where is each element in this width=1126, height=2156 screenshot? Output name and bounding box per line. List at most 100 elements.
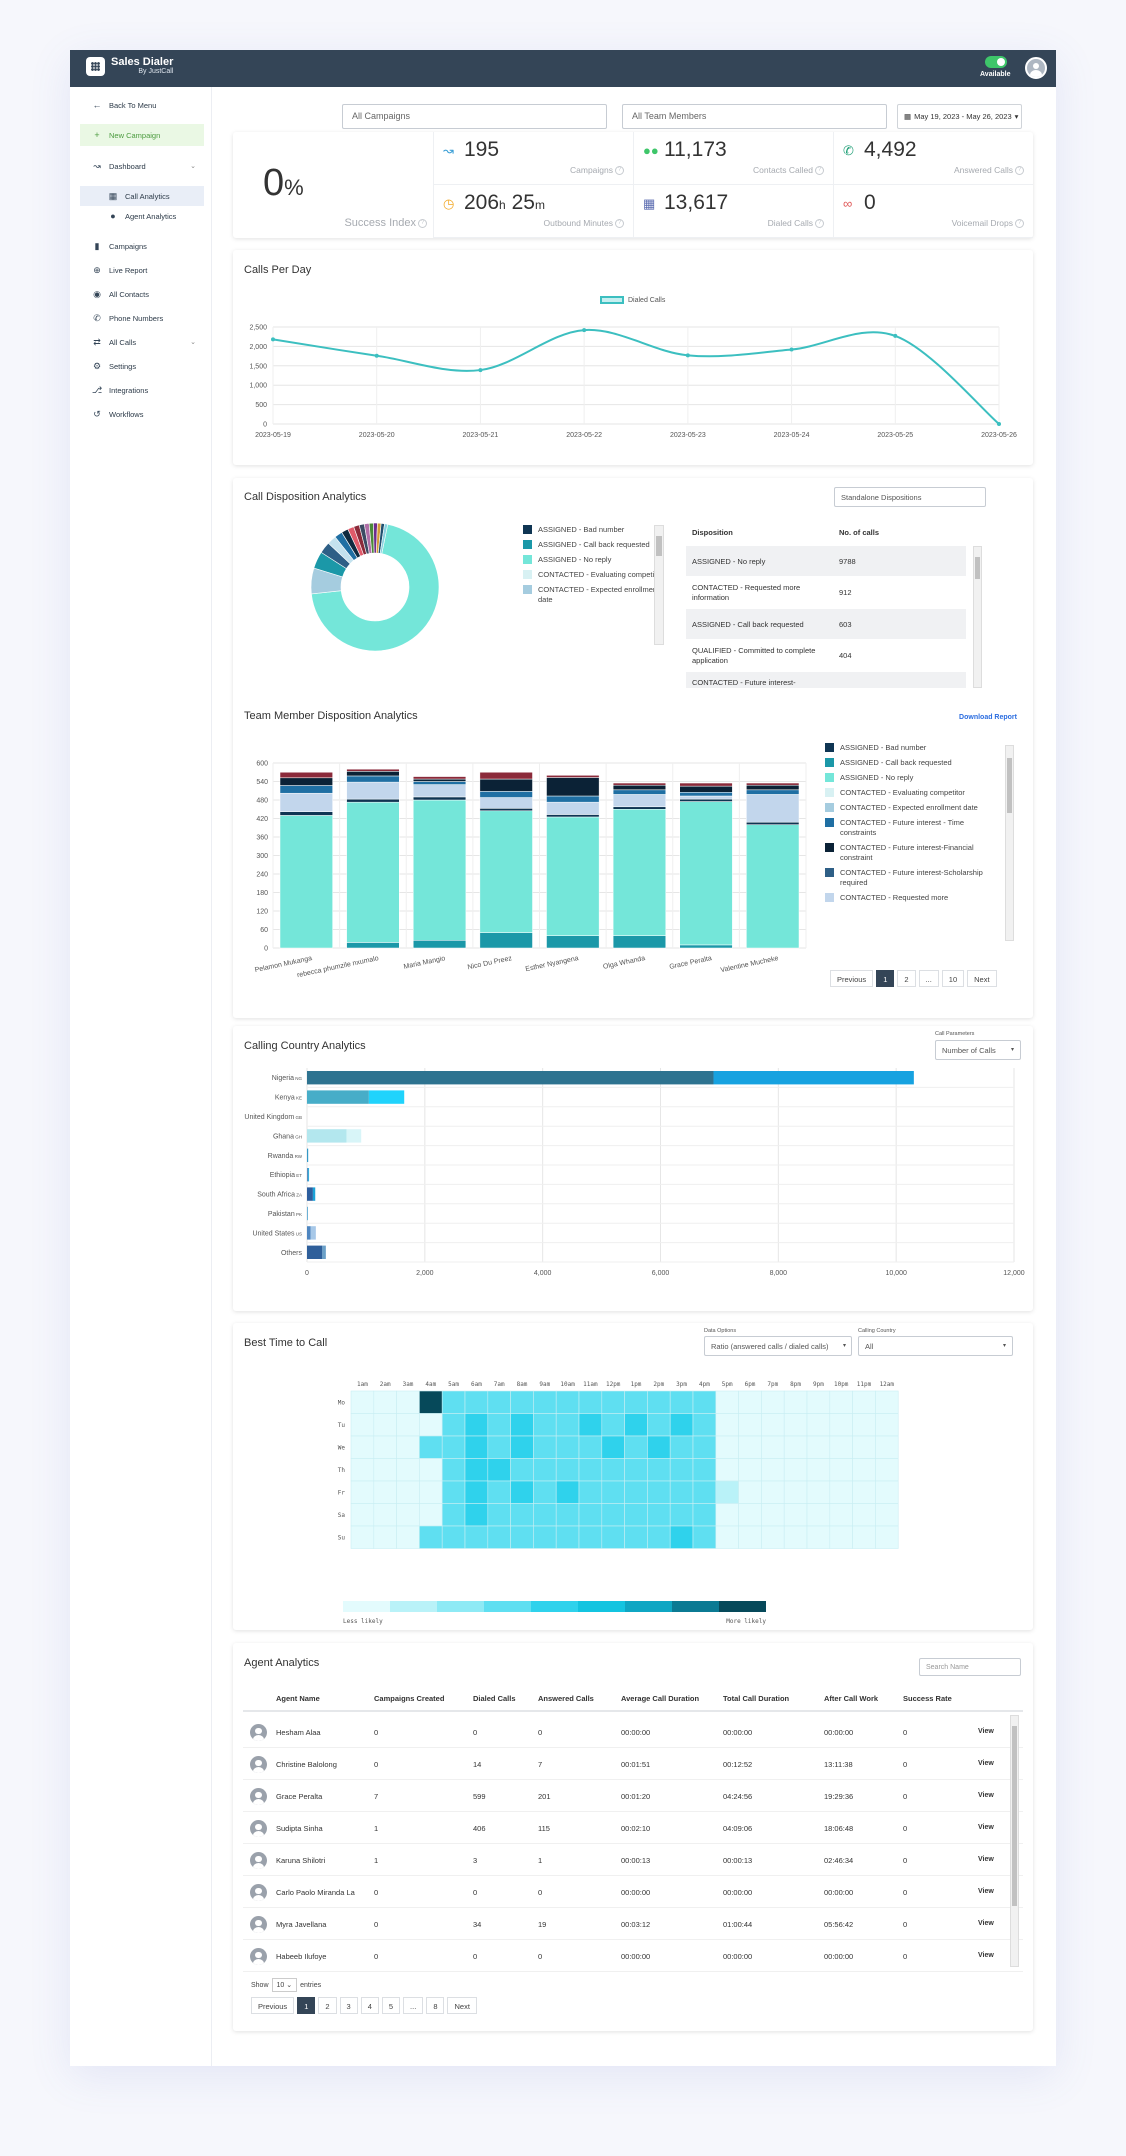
help-icon[interactable]: ? <box>1015 166 1024 175</box>
previous-page-button[interactable]: Previous <box>251 1997 295 2014</box>
scrollbar-thumb[interactable] <box>975 557 980 579</box>
view-button[interactable]: View <box>978 1856 994 1863</box>
legend-item[interactable]: ASSIGNED - No reply <box>825 773 1000 783</box>
legend-item[interactable]: CONTACTED - Future interest-Scholarship … <box>825 868 1000 888</box>
view-button[interactable]: View <box>978 1952 994 1959</box>
legend-item[interactable]: ASSIGNED - No reply <box>523 555 663 565</box>
campaigns-filter[interactable]: All Campaigns <box>342 104 607 129</box>
heatmap-cell <box>624 1413 648 1437</box>
sidebar-item-back-to-menu[interactable]: ← Back To Menu <box>80 95 204 115</box>
bar-segment <box>346 942 400 949</box>
sidebar-item-label: Integrations <box>109 385 149 395</box>
legend-item[interactable]: CONTACTED - Requested more <box>825 893 1000 903</box>
call-parameters-select[interactable]: Number of Calls ▾ <box>935 1040 1021 1060</box>
heatmap-cell <box>692 1503 717 1527</box>
table-scrollbar[interactable] <box>973 546 982 688</box>
header-dialed-calls[interactable]: Dialed Calls <box>473 1694 516 1703</box>
sidebar-item-settings[interactable]: ⚙ Settings <box>80 356 204 376</box>
user-avatar[interactable] <box>1025 57 1047 79</box>
agent-cell: 00:00:00 <box>621 1888 651 1897</box>
sidebar-item-campaigns[interactable]: ▮ Campaigns <box>80 236 204 256</box>
page-button[interactable]: 3 <box>339 1997 358 2014</box>
calling-country-select[interactable]: All ▾ <box>858 1336 1013 1356</box>
legend-item[interactable]: ASSIGNED - Bad number <box>523 525 663 535</box>
page-button[interactable]: 4 <box>360 1997 379 2014</box>
header-total-call-duration[interactable]: Total Call Duration <box>723 1694 790 1703</box>
page-button[interactable]: 5 <box>381 1997 401 2014</box>
help-icon[interactable]: ? <box>615 166 624 175</box>
view-button[interactable]: View <box>978 1920 994 1927</box>
help-icon[interactable]: ? <box>815 219 824 228</box>
page-button[interactable]: 8 <box>426 1997 445 2014</box>
next-page-button[interactable]: Next <box>967 970 997 987</box>
page-button[interactable]: 2 <box>897 970 916 987</box>
entries-select[interactable]: 10 ⌄ <box>271 1978 298 1992</box>
legend-item[interactable]: ASSIGNED - Bad number <box>825 743 1000 753</box>
agent-search-input[interactable]: Search Name <box>919 1658 1021 1676</box>
legend-item[interactable]: CONTACTED - Expected enrollment date <box>825 803 1000 813</box>
scrollbar-thumb[interactable] <box>1012 1726 1017 1906</box>
legend-swatch <box>437 1601 484 1612</box>
view-button[interactable]: View <box>978 1888 994 1895</box>
sidebar-item-call-analytics[interactable]: ▦ Call Analytics <box>80 186 204 206</box>
next-page-button[interactable]: Next <box>447 1997 477 2014</box>
header-answered-calls[interactable]: Answered Calls <box>538 1694 594 1703</box>
team-members-filter[interactable]: All Team Members <box>622 104 887 129</box>
header-agent-name[interactable]: Agent Name <box>276 1694 320 1703</box>
legend-item[interactable]: CONTACTED - Future interest-Financial co… <box>825 843 1000 863</box>
brand[interactable]: Sales Dialer By JustCall <box>86 57 173 76</box>
table-scrollbar[interactable] <box>1010 1715 1019 1967</box>
header-campaigns-created[interactable]: Campaigns Created <box>374 1694 445 1703</box>
agent-cell: 19 <box>538 1920 547 1929</box>
page-button[interactable]: 2 <box>318 1997 337 2014</box>
previous-page-button[interactable]: Previous <box>830 970 874 987</box>
scrollbar-thumb[interactable] <box>656 536 662 556</box>
sidebar-item-agent-analytics[interactable]: ● Agent Analytics <box>80 206 204 226</box>
download-report-link[interactable]: Download Report <box>959 714 1017 721</box>
page-button[interactable]: 1 <box>297 1997 316 2014</box>
heatmap-cell <box>715 1390 739 1414</box>
help-icon[interactable]: ? <box>1015 219 1024 228</box>
calls-per-day-legend[interactable]: Dialed Calls <box>600 296 665 304</box>
legend-item[interactable]: CONTACTED - Expected enrollment date <box>523 585 663 605</box>
help-icon[interactable]: ? <box>815 166 824 175</box>
legend-item[interactable]: ASSIGNED - Call back requested <box>825 758 1000 768</box>
sidebar-item-phone-numbers[interactable]: ✆ Phone Numbers <box>80 308 204 328</box>
view-button[interactable]: View <box>978 1824 994 1831</box>
users-icon: ●● <box>643 143 659 158</box>
legend-item[interactable]: CONTACTED - Evaluating competitor <box>825 788 1000 798</box>
sidebar-item-all-calls[interactable]: ⇄ All Calls ⌄ <box>80 332 204 352</box>
sidebar-item-dashboard[interactable]: ↝ Dashboard ⌄ <box>80 156 204 176</box>
sidebar-item-live-report[interactable]: ⊕ Live Report <box>80 260 204 280</box>
heatmap-cell <box>624 1480 648 1504</box>
help-icon[interactable]: ? <box>615 219 624 228</box>
voicemail-icon: ∞ <box>843 196 853 211</box>
sidebar-item-workflows[interactable]: ↺ Workflows <box>80 404 204 424</box>
legend-item[interactable]: ASSIGNED - Call back requested <box>523 540 663 550</box>
page-button[interactable]: 1 <box>876 970 895 987</box>
standalone-dispositions-select[interactable]: Standalone Dispositions <box>834 487 986 507</box>
sidebar-item-all-contacts[interactable]: ◉ All Contacts <box>80 284 204 304</box>
legend-item[interactable]: CONTACTED - Future interest - Time const… <box>825 818 1000 838</box>
date-range-picker[interactable]: ▦ May 19, 2023 - May 26, 2023 ▾ <box>897 104 1022 129</box>
header-success-rate[interactable]: Success Rate <box>903 1694 952 1703</box>
view-button[interactable]: View <box>978 1728 994 1735</box>
call-parameters-value: Number of Calls <box>942 1046 996 1055</box>
x-tick-label: 2023-05-19 <box>255 432 291 439</box>
data-point <box>893 333 898 338</box>
data-options-select[interactable]: Ratio (answered calls / dialed calls) ▾ <box>704 1336 852 1356</box>
view-button[interactable]: View <box>978 1760 994 1767</box>
view-button[interactable]: View <box>978 1792 994 1799</box>
availability-toggle[interactable] <box>985 56 1007 68</box>
help-icon[interactable]: ? <box>418 218 427 228</box>
legend-scrollbar[interactable] <box>654 525 664 645</box>
legend-scrollbar[interactable] <box>1005 745 1014 941</box>
new-campaign-button[interactable]: + New Campaign <box>80 124 204 146</box>
sidebar-item-integrations[interactable]: ⎇ Integrations <box>80 380 204 400</box>
legend-item[interactable]: CONTACTED - Evaluating competitor <box>523 570 663 580</box>
heatmap-cell <box>875 1435 899 1459</box>
scrollbar-thumb[interactable] <box>1007 758 1012 813</box>
header-after-call-work[interactable]: After Call Work <box>824 1694 879 1703</box>
header-average-call-duration[interactable]: Average Call Duration <box>621 1694 700 1703</box>
page-button[interactable]: 10 <box>941 970 965 987</box>
